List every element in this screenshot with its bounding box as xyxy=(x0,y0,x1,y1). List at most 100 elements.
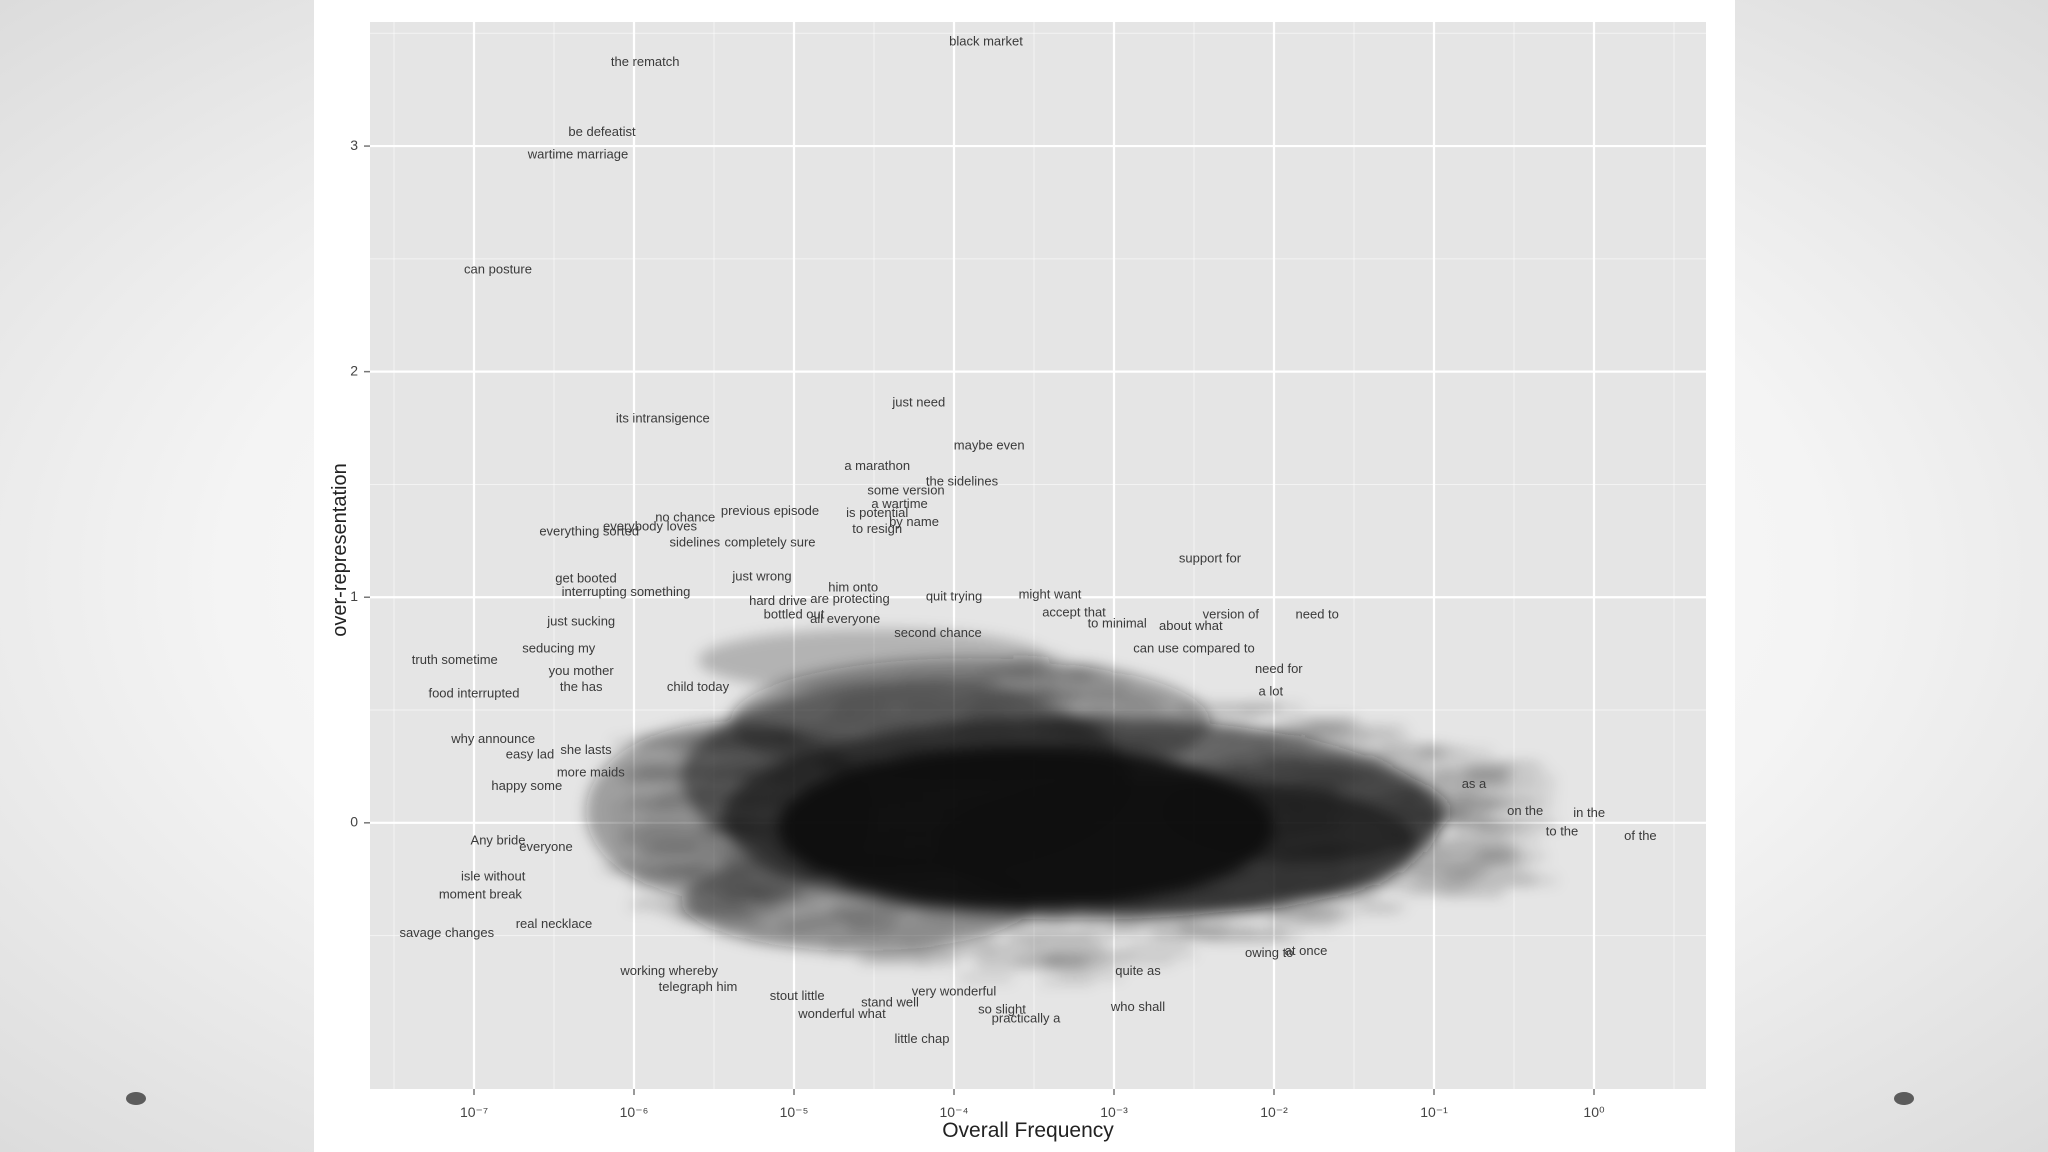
cloud-scribble xyxy=(1265,727,1338,733)
cloud-scribble xyxy=(702,771,807,777)
cloud-scribble xyxy=(1311,797,1416,803)
cloud-scribble xyxy=(811,887,918,893)
point-label-39: truth sometime xyxy=(412,652,498,667)
cloud-scribble xyxy=(1053,802,1150,808)
cloud-scribble xyxy=(1260,853,1346,859)
cloud-scribble xyxy=(1272,825,1349,831)
point-label-30: version of xyxy=(1203,607,1260,622)
cloud-scribble xyxy=(849,769,898,775)
point-label-10: some version xyxy=(867,483,944,498)
cloud-scribble xyxy=(958,682,1006,688)
cloud-scribble xyxy=(924,813,981,819)
cloud-scribble xyxy=(757,871,832,877)
point-label-7: maybe even xyxy=(954,438,1025,453)
point-label-46: a lot xyxy=(1259,683,1284,698)
point-label-37: all everyone xyxy=(810,611,880,626)
cloud-scribble xyxy=(1158,791,1245,797)
point-label-67: working whereby xyxy=(619,963,718,978)
point-label-42: you mother xyxy=(549,663,615,678)
point-label-68: telegraph him xyxy=(659,979,738,994)
cloud-scribble xyxy=(747,737,818,743)
cloud-scribble xyxy=(828,936,893,942)
cloud-scribble xyxy=(1040,978,1093,984)
cloud-scribble xyxy=(998,690,1041,696)
cloud-scribble xyxy=(1192,725,1249,731)
cloud-scribble xyxy=(1280,776,1382,782)
point-label-21: support for xyxy=(1179,550,1242,565)
x-axis-title: Overall Frequency xyxy=(942,1119,1114,1142)
x-tick-label-2: 10⁻⁵ xyxy=(780,1104,809,1120)
cloud-scribble xyxy=(829,737,922,743)
cloud-scribble xyxy=(1018,909,1075,915)
cloud-scribble xyxy=(1143,821,1192,827)
point-label-33: just sucking xyxy=(546,613,615,628)
cloud-scribble xyxy=(1057,777,1109,783)
cloud-scribble xyxy=(856,954,909,960)
cloud-scribble xyxy=(831,718,922,724)
cloud-scribble xyxy=(1206,737,1289,743)
cloud-scribble xyxy=(1042,846,1139,852)
cloud-scribble xyxy=(833,747,934,753)
cloud-scribble xyxy=(645,813,705,819)
cloud-scribble xyxy=(942,895,1007,901)
cloud-scribble xyxy=(714,919,767,925)
cloud-scribble xyxy=(636,899,744,905)
cloud-scribble xyxy=(1211,805,1301,811)
cloud-scribble xyxy=(1085,876,1127,882)
cloud-scribble xyxy=(685,835,734,841)
cloud-scribble xyxy=(663,789,718,795)
cloud-scribble xyxy=(861,786,940,792)
point-label-1: the rematch xyxy=(611,54,680,69)
cloud-scribble xyxy=(1400,837,1506,843)
cloud-scribble xyxy=(1469,765,1545,771)
cloud-scribble xyxy=(649,800,699,806)
cloud-scribble xyxy=(1436,762,1537,768)
cloud-scribble xyxy=(1386,831,1432,837)
cloud-scribble xyxy=(1013,808,1101,814)
cloud-scribble xyxy=(1049,886,1095,892)
cloud-scribble xyxy=(968,685,1059,691)
cloud-scribble xyxy=(744,934,844,940)
cloud-scribble xyxy=(1420,847,1515,853)
cloud-scribble xyxy=(1444,806,1495,812)
cloud-scribble xyxy=(696,778,794,784)
cloud-scribble xyxy=(832,885,937,891)
point-label-22: get booted xyxy=(555,571,616,586)
cloud-scribble xyxy=(1396,879,1487,885)
cloud-scribble xyxy=(1032,947,1105,953)
cloud-scribble xyxy=(701,851,792,857)
cloud-scribble xyxy=(928,718,1004,724)
cloud-scribble xyxy=(1293,761,1343,767)
cloud-scribble xyxy=(1011,955,1116,961)
point-label-58: Any bride xyxy=(471,832,526,847)
cloud-scribble xyxy=(1032,724,1098,730)
cloud-scribble xyxy=(1439,844,1511,850)
point-label-15: everything sorted xyxy=(539,523,639,538)
cloud-scribble xyxy=(686,873,737,879)
cloud-scribble xyxy=(1432,779,1538,785)
cloud-scribble xyxy=(1087,703,1161,709)
cloud-scribble xyxy=(1302,910,1345,916)
cloud-scribble xyxy=(756,899,820,905)
cloud-scribble xyxy=(1182,705,1230,711)
point-label-26: might want xyxy=(1019,586,1082,601)
cloud-scribble xyxy=(828,845,905,851)
point-label-55: on the xyxy=(1507,803,1543,818)
point-label-71: stand well xyxy=(861,995,919,1010)
cloud-scribble xyxy=(821,831,907,837)
point-label-56: to the xyxy=(1546,823,1579,838)
cloud-scribble xyxy=(1149,932,1214,938)
cloud-scribble xyxy=(835,705,886,711)
cloud-scribble xyxy=(1416,881,1472,887)
cloud-scribble xyxy=(1208,713,1262,719)
cloud-scribble xyxy=(711,791,794,797)
point-label-3: wartime marriage xyxy=(527,147,628,162)
cloud-scribble xyxy=(1088,687,1129,693)
cloud-scribble xyxy=(1056,782,1114,788)
y-tick-label-1: 1 xyxy=(350,588,358,604)
cloud-scribble xyxy=(1067,741,1154,747)
point-label-51: more maids xyxy=(557,765,625,780)
cloud-scribble xyxy=(867,725,977,731)
cloud-scribble xyxy=(658,909,750,915)
cloud-scribble xyxy=(1255,861,1298,867)
